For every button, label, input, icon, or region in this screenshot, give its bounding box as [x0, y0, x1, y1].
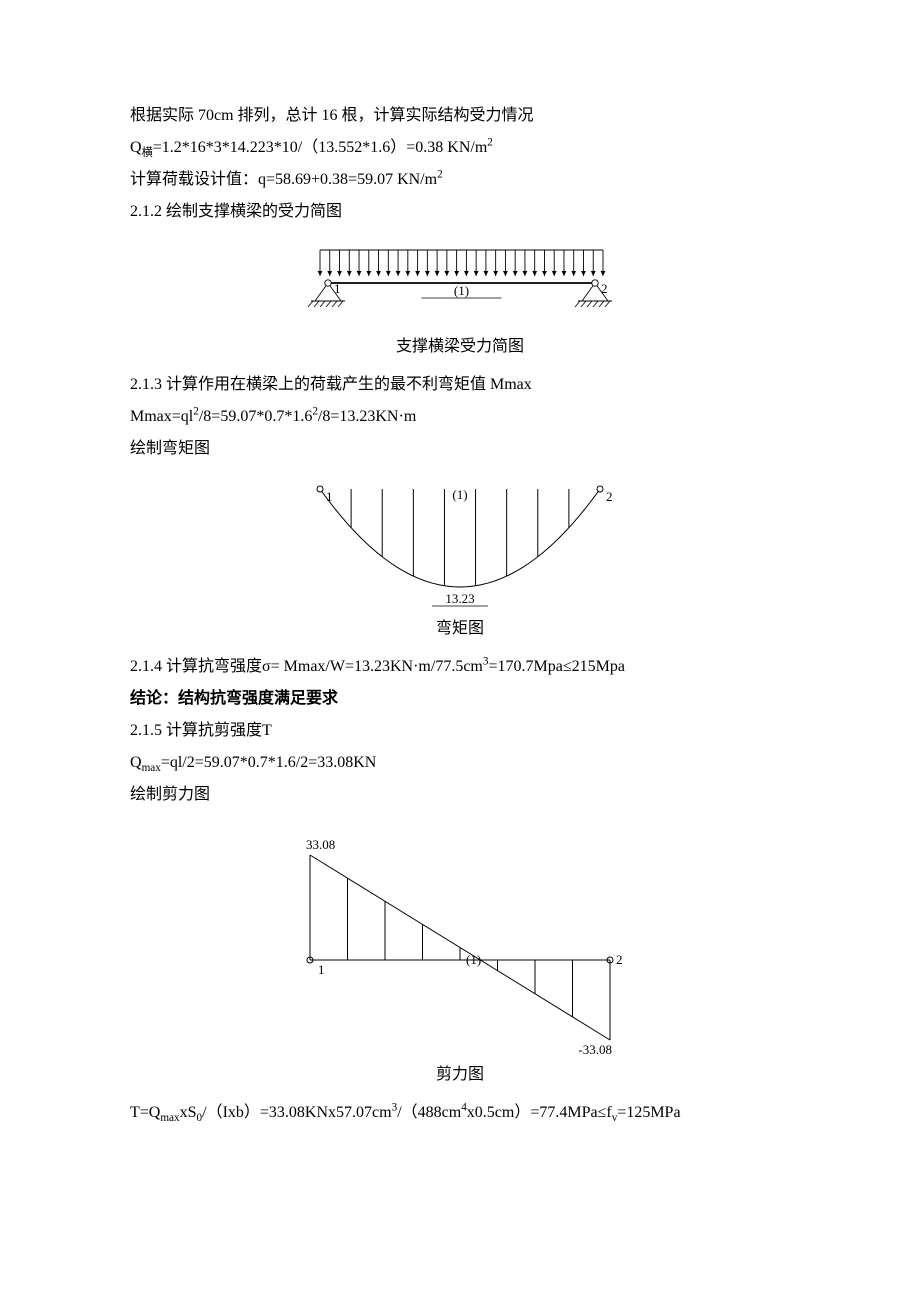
section-heading: 2.1.3 计算作用在横梁上的荷载产生的最不利弯矩值 Mmax — [130, 369, 790, 401]
figure-caption: 弯矩图 — [130, 613, 790, 645]
svg-text:1: 1 — [334, 281, 341, 296]
svg-text:(1): (1) — [454, 283, 469, 298]
svg-text:2: 2 — [601, 281, 608, 296]
text: /（488cm — [397, 1104, 461, 1121]
figure-caption: 支撑横梁受力简图 — [130, 331, 790, 363]
text-line: 2.1.4 计算抗弯强度σ= Mmax/W=13.23KN·m/77.5cm3=… — [130, 651, 790, 683]
text-line: 计算荷载设计值：q=58.69+0.38=59.07 KN/m2 — [130, 164, 790, 196]
text: 计算荷载设计值：q=58.69+0.38=59.07 KN/m — [130, 171, 437, 188]
subscript: 横 — [142, 147, 153, 159]
text-line: 绘制剪力图 — [130, 779, 790, 811]
text: /8=13.23KN·m — [318, 408, 416, 425]
superscript: 2 — [487, 137, 493, 149]
text: /8=59.07*0.7*1.6 — [199, 408, 312, 425]
text: Τ=Q — [130, 1104, 160, 1121]
figure-moment: 1 2 (1) 13.23 — [130, 479, 790, 609]
text: x0.5cm）=77.4MPa≤f — [467, 1104, 612, 1121]
figure-shear: 1 2 (1) 33.08 -33.08 — [130, 825, 790, 1055]
conclusion: 结论：结构抗弯强度满足要求 — [130, 683, 790, 715]
text: Mmax=ql — [130, 408, 193, 425]
svg-text:-33.08: -33.08 — [578, 1042, 612, 1055]
subscript: max — [160, 1112, 179, 1124]
text-line: Τ=QmaxxS0/（Ixb）=33.08KNx57.07cm3/（488cm4… — [130, 1097, 790, 1129]
svg-text:2: 2 — [616, 952, 623, 967]
text: Q — [130, 139, 142, 156]
text-line: Qmax=ql/2=59.07*0.7*1.6/2=33.08KN — [130, 747, 790, 779]
svg-text:1: 1 — [326, 489, 333, 504]
text-line: Q横=1.2*16*3*14.223*10/（13.552*1.6）=0.38 … — [130, 132, 790, 164]
moment-diagram: 1 2 (1) 13.23 — [300, 479, 620, 609]
text: =ql/2=59.07*0.7*1.6/2=33.08KN — [161, 754, 377, 771]
svg-text:1: 1 — [318, 962, 325, 977]
text: =1.2*16*3*14.223*10/（13.552*1.6）=0.38 KN… — [153, 139, 488, 156]
text: Q — [130, 754, 142, 771]
page: 根据实际 70cm 排列，总计 16 根，计算实际结构受力情况 Q横=1.2*1… — [0, 0, 920, 1189]
text: =125MPa — [617, 1104, 680, 1121]
section-heading: 2.1.5 计算抗剪强度Τ — [130, 715, 790, 747]
text-line: 绘制弯矩图 — [130, 433, 790, 465]
text: =170.7Mpa≤215Mpa — [488, 658, 624, 675]
text: 2.1.4 计算抗弯强度σ= Mmax/W=13.23KN·m/77.5cm — [130, 658, 483, 675]
text: /（Ixb）=33.08KNx57.07cm — [202, 1104, 391, 1121]
figure-caption: 剪力图 — [130, 1059, 790, 1091]
superscript: 2 — [437, 169, 443, 181]
svg-text:33.08: 33.08 — [306, 837, 335, 852]
text-line: 根据实际 70cm 排列，总计 16 根，计算实际结构受力情况 — [130, 100, 790, 132]
svg-text:2: 2 — [606, 489, 613, 504]
svg-text:(1): (1) — [452, 487, 467, 502]
section-heading: 2.1.2 绘制支撑横梁的受力简图 — [130, 196, 790, 228]
subscript: max — [142, 762, 161, 774]
text-line: Mmax=ql2/8=59.07*0.7*1.62/8=13.23KN·m — [130, 401, 790, 433]
figure-beam: 1 2 (1) — [130, 242, 790, 327]
beam-diagram: 1 2 (1) — [300, 242, 620, 327]
svg-text:(1): (1) — [466, 952, 481, 967]
shear-diagram: 1 2 (1) 33.08 -33.08 — [280, 825, 640, 1055]
svg-text:13.23: 13.23 — [445, 591, 474, 606]
text: xS — [180, 1104, 197, 1121]
